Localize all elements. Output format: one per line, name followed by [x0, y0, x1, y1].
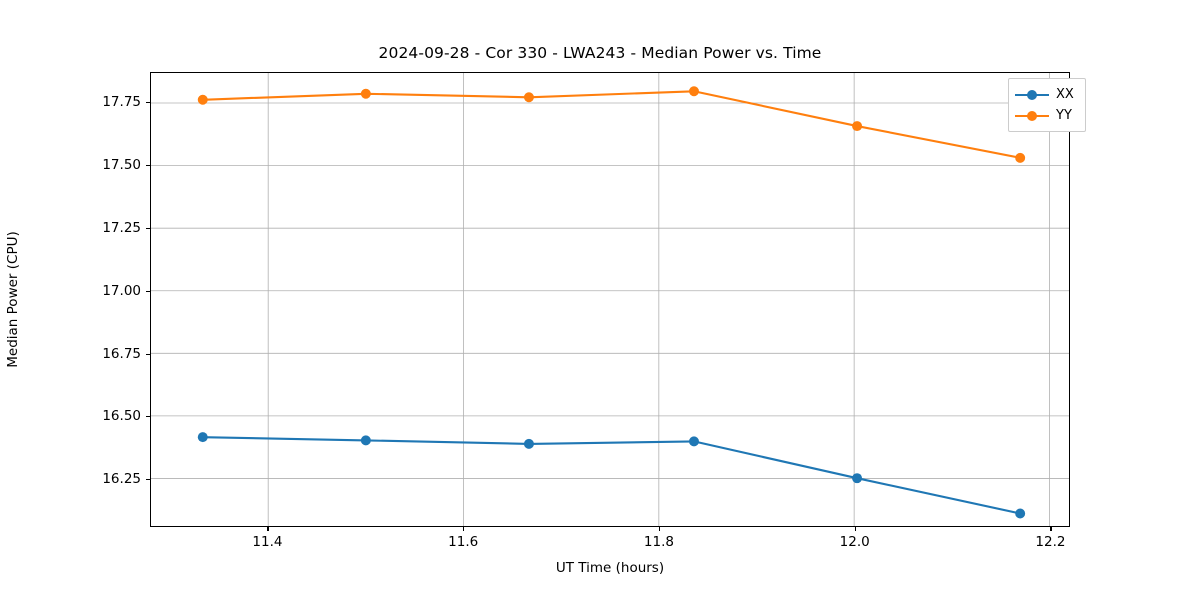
series-line-yy [201, 90, 1022, 159]
y-tick-mark [146, 290, 150, 292]
x-tick-mark [658, 527, 661, 531]
x-tick-mark [267, 527, 269, 531]
legend-swatch-yy [1015, 109, 1049, 123]
y-axis-label: Median Power (CPU) [5, 231, 21, 368]
y-tick-mark [146, 479, 150, 481]
data-point-xx [852, 473, 863, 484]
y-tick-label: 17.50 [102, 157, 141, 173]
x-tick-mark [463, 527, 465, 531]
data-point-yy [1015, 152, 1026, 163]
x-tick-label: 12.0 [839, 534, 870, 550]
x-tick-mark [1050, 527, 1052, 531]
legend-label-yy: YY [1056, 108, 1072, 123]
x-tick-label: 11.6 [448, 534, 479, 550]
y-tick-label: 16.25 [102, 471, 141, 488]
plot-area [150, 72, 1070, 527]
y-tick-label: 16.50 [102, 408, 141, 425]
data-series-layer [197, 86, 1026, 519]
data-point-yy [523, 92, 534, 103]
data-point-xx [197, 432, 208, 443]
legend-item-yy[interactable]: YY [1015, 105, 1078, 126]
x-tick-label: 11.4 [252, 534, 283, 550]
x-tick-mark [854, 527, 856, 531]
y-tick-label: 16.75 [102, 345, 141, 362]
grid-lines [151, 73, 1069, 526]
y-tick-mark [146, 165, 150, 167]
legend-marker-yy [1027, 110, 1037, 121]
y-tick-mark [146, 227, 150, 229]
y-tick-label: 17.75 [102, 94, 141, 111]
legend-item-xx[interactable]: XX [1015, 84, 1078, 105]
y-tick-label: 17.25 [102, 219, 141, 236]
y-tick-mark [146, 353, 150, 355]
data-point-xx [523, 438, 534, 449]
y-tick-mark [146, 102, 150, 104]
chart-title: 2024-09-28 - Cor 330 - LWA243 - Median P… [378, 44, 822, 62]
y-tick-mark [146, 416, 150, 418]
data-point-xx [1015, 508, 1026, 519]
x-tick-label: 12.2 [1035, 534, 1066, 550]
data-point-yy [688, 86, 699, 97]
data-point-xx [360, 435, 371, 446]
data-point-yy [197, 94, 208, 105]
x-axis-label: UT Time (hours) [555, 560, 665, 576]
legend-marker-xx [1027, 89, 1037, 100]
legend-label-xx: XX [1056, 87, 1074, 102]
legend-swatch-xx [1015, 88, 1049, 102]
series-line-xx [201, 436, 1022, 515]
y-tick-label: 17.00 [102, 282, 141, 299]
data-point-yy [360, 88, 371, 99]
x-tick-label: 11.8 [643, 534, 674, 550]
legend: XX YY [1008, 78, 1086, 132]
data-point-xx [688, 436, 699, 447]
data-point-yy [852, 121, 863, 132]
